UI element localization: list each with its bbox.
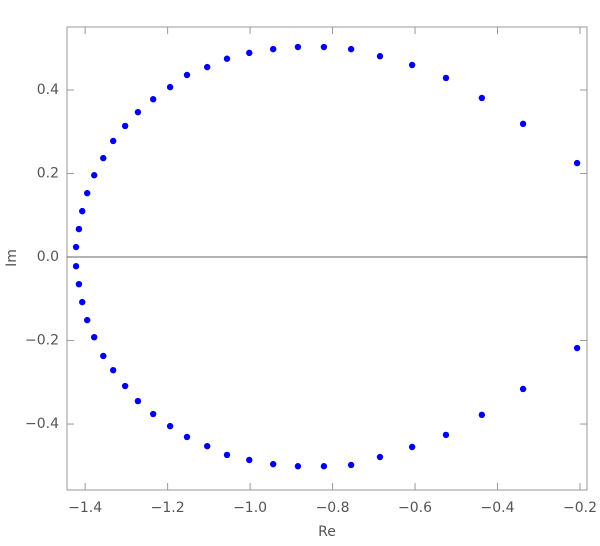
point: [100, 352, 107, 360]
point: [166, 422, 174, 430]
point: [75, 225, 83, 233]
point: [573, 159, 581, 167]
point: [519, 385, 527, 393]
point: [84, 316, 91, 324]
point: [478, 94, 486, 102]
point: [294, 43, 302, 51]
point: [376, 453, 384, 461]
point: [347, 461, 355, 469]
point: [347, 45, 355, 53]
point: [573, 344, 581, 352]
point: [269, 45, 277, 53]
point: [183, 71, 191, 79]
point: [269, 460, 277, 468]
y-tick-label: −0.2: [25, 333, 59, 349]
x-tick-label: −0.4: [481, 500, 515, 516]
point: [72, 263, 80, 270]
point: [442, 431, 450, 439]
point: [121, 382, 129, 390]
x-tick-label: −1.4: [68, 500, 102, 516]
y-tick-label: 0.4: [37, 82, 59, 98]
point: [408, 443, 416, 451]
point: [109, 137, 117, 145]
point: [320, 43, 328, 51]
point: [320, 463, 328, 470]
point: [223, 451, 231, 459]
point: [519, 120, 527, 128]
x-tick-label: −0.6: [398, 500, 432, 516]
point: [183, 433, 191, 441]
point: [79, 207, 86, 215]
point: [204, 63, 211, 71]
point: [91, 333, 98, 341]
y-axis-label: Im: [4, 249, 20, 267]
point: [84, 189, 91, 197]
point: [408, 61, 416, 69]
y-tick-label: −0.4: [25, 416, 59, 432]
x-axis-label: Re: [318, 524, 336, 540]
point: [100, 154, 107, 162]
point: [134, 397, 142, 405]
point: [121, 122, 129, 130]
y-tick-label: 0.2: [37, 166, 59, 182]
y-tick-label: 0.0: [37, 249, 59, 265]
x-tick-label: −1.0: [233, 500, 267, 516]
point: [442, 74, 450, 82]
x-tick-label: −0.2: [563, 500, 597, 516]
point: [223, 55, 231, 62]
x-tick-label: −0.8: [316, 500, 350, 516]
point: [204, 442, 211, 450]
point: [72, 243, 80, 251]
plot-frame: [66, 26, 588, 491]
point: [91, 172, 98, 179]
x-tick-label: −1.2: [151, 500, 185, 516]
point: [79, 298, 86, 306]
point: [75, 280, 83, 288]
point: [376, 53, 384, 60]
point: [149, 410, 157, 418]
point: [478, 411, 486, 419]
point: [149, 96, 157, 103]
point: [166, 83, 174, 91]
point: [294, 463, 302, 470]
point: [246, 456, 253, 464]
point: [134, 108, 142, 116]
point: [109, 366, 117, 374]
point: [246, 49, 253, 57]
